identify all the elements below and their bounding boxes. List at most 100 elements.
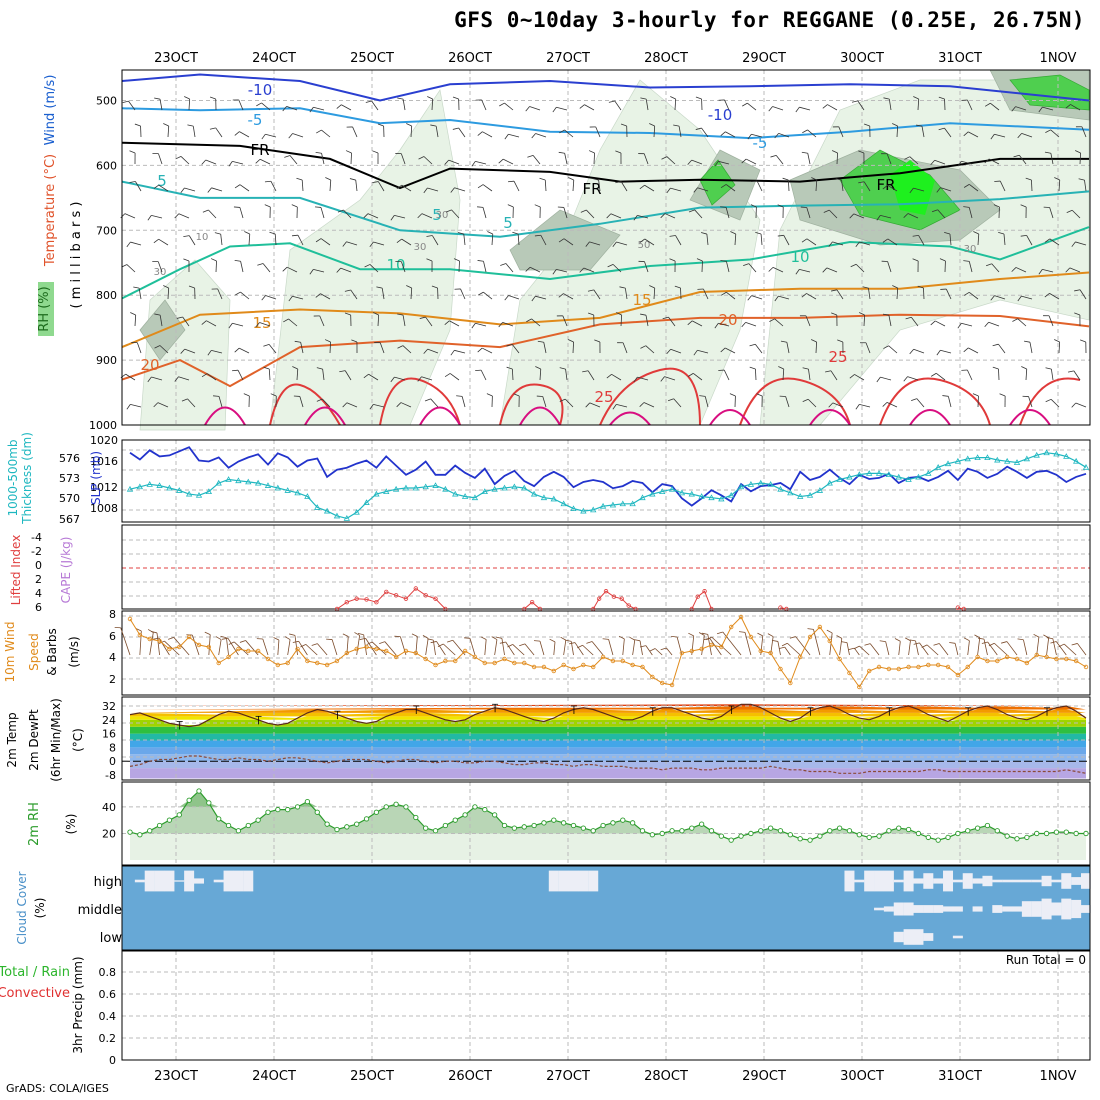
temp-band [130, 768, 1086, 779]
lifted-index-marker [619, 596, 624, 601]
wind-barb [968, 207, 973, 219]
wind10-frame [121, 610, 1091, 696]
thickness-marker [816, 487, 824, 493]
wind-barb [918, 235, 925, 246]
wind-barb [431, 98, 434, 111]
wind-barb [749, 343, 756, 347]
wind-barb [277, 640, 280, 656]
wind10-marker [1004, 654, 1010, 660]
rh2m-marker [758, 828, 764, 834]
lifted-index-marker [702, 589, 707, 594]
rh2m-marker [689, 825, 695, 831]
wind-barb [751, 133, 763, 138]
wind-barb [666, 348, 682, 355]
wind10-ylabel-a: 10m Wind [3, 622, 17, 683]
wind-barb [908, 640, 911, 656]
wind-barb [629, 636, 635, 641]
wind10-speed-line [129, 616, 1087, 688]
cloud-high-bar [913, 878, 924, 884]
contour-20 [121, 313, 1090, 388]
contour-label: 25 [594, 388, 613, 406]
rh2m-marker [363, 816, 370, 822]
bottom-date-tick: 25OCT [350, 1069, 394, 1084]
rh2m-marker [373, 809, 380, 815]
wind-barb [372, 150, 379, 165]
thickness-marker [865, 470, 873, 476]
wind-barb [180, 187, 196, 194]
contour-30 [204, 406, 1051, 426]
wind-barb [725, 207, 730, 219]
rh2m-marker [176, 812, 182, 818]
wind-barb [789, 636, 796, 639]
wind-barb [374, 342, 385, 354]
thickness-marker [235, 477, 242, 484]
wind-barb [912, 258, 919, 273]
wind-barb [363, 213, 369, 219]
wind-barb [234, 347, 240, 353]
wind-barb [961, 99, 973, 111]
thickness-marker [560, 500, 567, 507]
wind-barb [675, 235, 682, 246]
wind-barb [207, 187, 223, 193]
wind-barb [1017, 295, 1022, 302]
contour-label: 10 [790, 248, 809, 266]
wind-barb [519, 643, 535, 656]
wind-barb [822, 267, 838, 273]
wind-barb [855, 403, 871, 410]
wind-barb [158, 238, 169, 246]
wind-barb [552, 106, 568, 113]
wind-barb [909, 348, 925, 355]
rh2m-marker [492, 812, 498, 818]
wind-barb [531, 295, 536, 302]
wind-barb [419, 316, 433, 327]
lifted-index-marker [778, 605, 783, 610]
wind-barb [779, 395, 790, 408]
cloud-high-bar [903, 870, 914, 892]
wind-barb [826, 629, 833, 634]
wind-barb [1049, 238, 1060, 246]
wind-barb [1021, 295, 1033, 300]
wind-barb [909, 639, 919, 656]
wind-barb [903, 376, 908, 382]
wind-barb [620, 123, 628, 138]
wind-barb [1077, 643, 1087, 656]
wind-barb [491, 233, 494, 246]
cloud-middle-bar [883, 906, 894, 912]
wind-barb [206, 320, 217, 327]
cape-grid [175, 525, 1059, 609]
wind-barb [747, 102, 757, 111]
wind-barb [176, 316, 183, 319]
wind-barb [823, 209, 838, 219]
wind-barb [483, 291, 493, 300]
wind-barb [984, 102, 991, 107]
wind-barb [1067, 370, 1081, 381]
thickness-ytick: 573 [59, 472, 80, 485]
wind-barb [208, 634, 211, 656]
wind-barb [256, 102, 262, 107]
wind-barb [147, 376, 152, 383]
wind-barb [1026, 235, 1033, 246]
contour-label: -5 [753, 134, 768, 152]
wind-barb [373, 403, 385, 408]
wind-barb [983, 639, 988, 656]
rh2m-marker [275, 806, 281, 813]
temp-band [130, 740, 1086, 748]
wind-barb [757, 632, 764, 656]
wind-barb [499, 102, 514, 111]
wind10-marker [512, 660, 517, 666]
wind-barb [1065, 104, 1071, 109]
wind-barb [426, 235, 439, 246]
bottom-date-tick: 29OCT [742, 1069, 786, 1084]
wind10-marker [167, 646, 172, 652]
wind-barb [435, 126, 439, 138]
wind-barb [974, 634, 980, 639]
rh2m-marker [127, 829, 133, 835]
wind-barb [963, 131, 969, 137]
rh2m-marker [738, 833, 744, 839]
wind10-marker [571, 666, 576, 672]
wind-barb [301, 180, 304, 192]
wind-barb [1050, 153, 1054, 165]
wind-barb [372, 181, 385, 192]
wind-barb [269, 231, 276, 235]
